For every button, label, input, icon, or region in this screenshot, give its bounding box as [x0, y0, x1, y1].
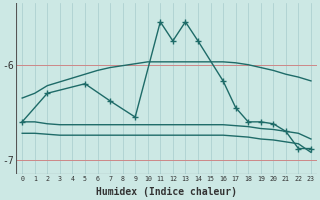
X-axis label: Humidex (Indice chaleur): Humidex (Indice chaleur): [96, 187, 237, 197]
